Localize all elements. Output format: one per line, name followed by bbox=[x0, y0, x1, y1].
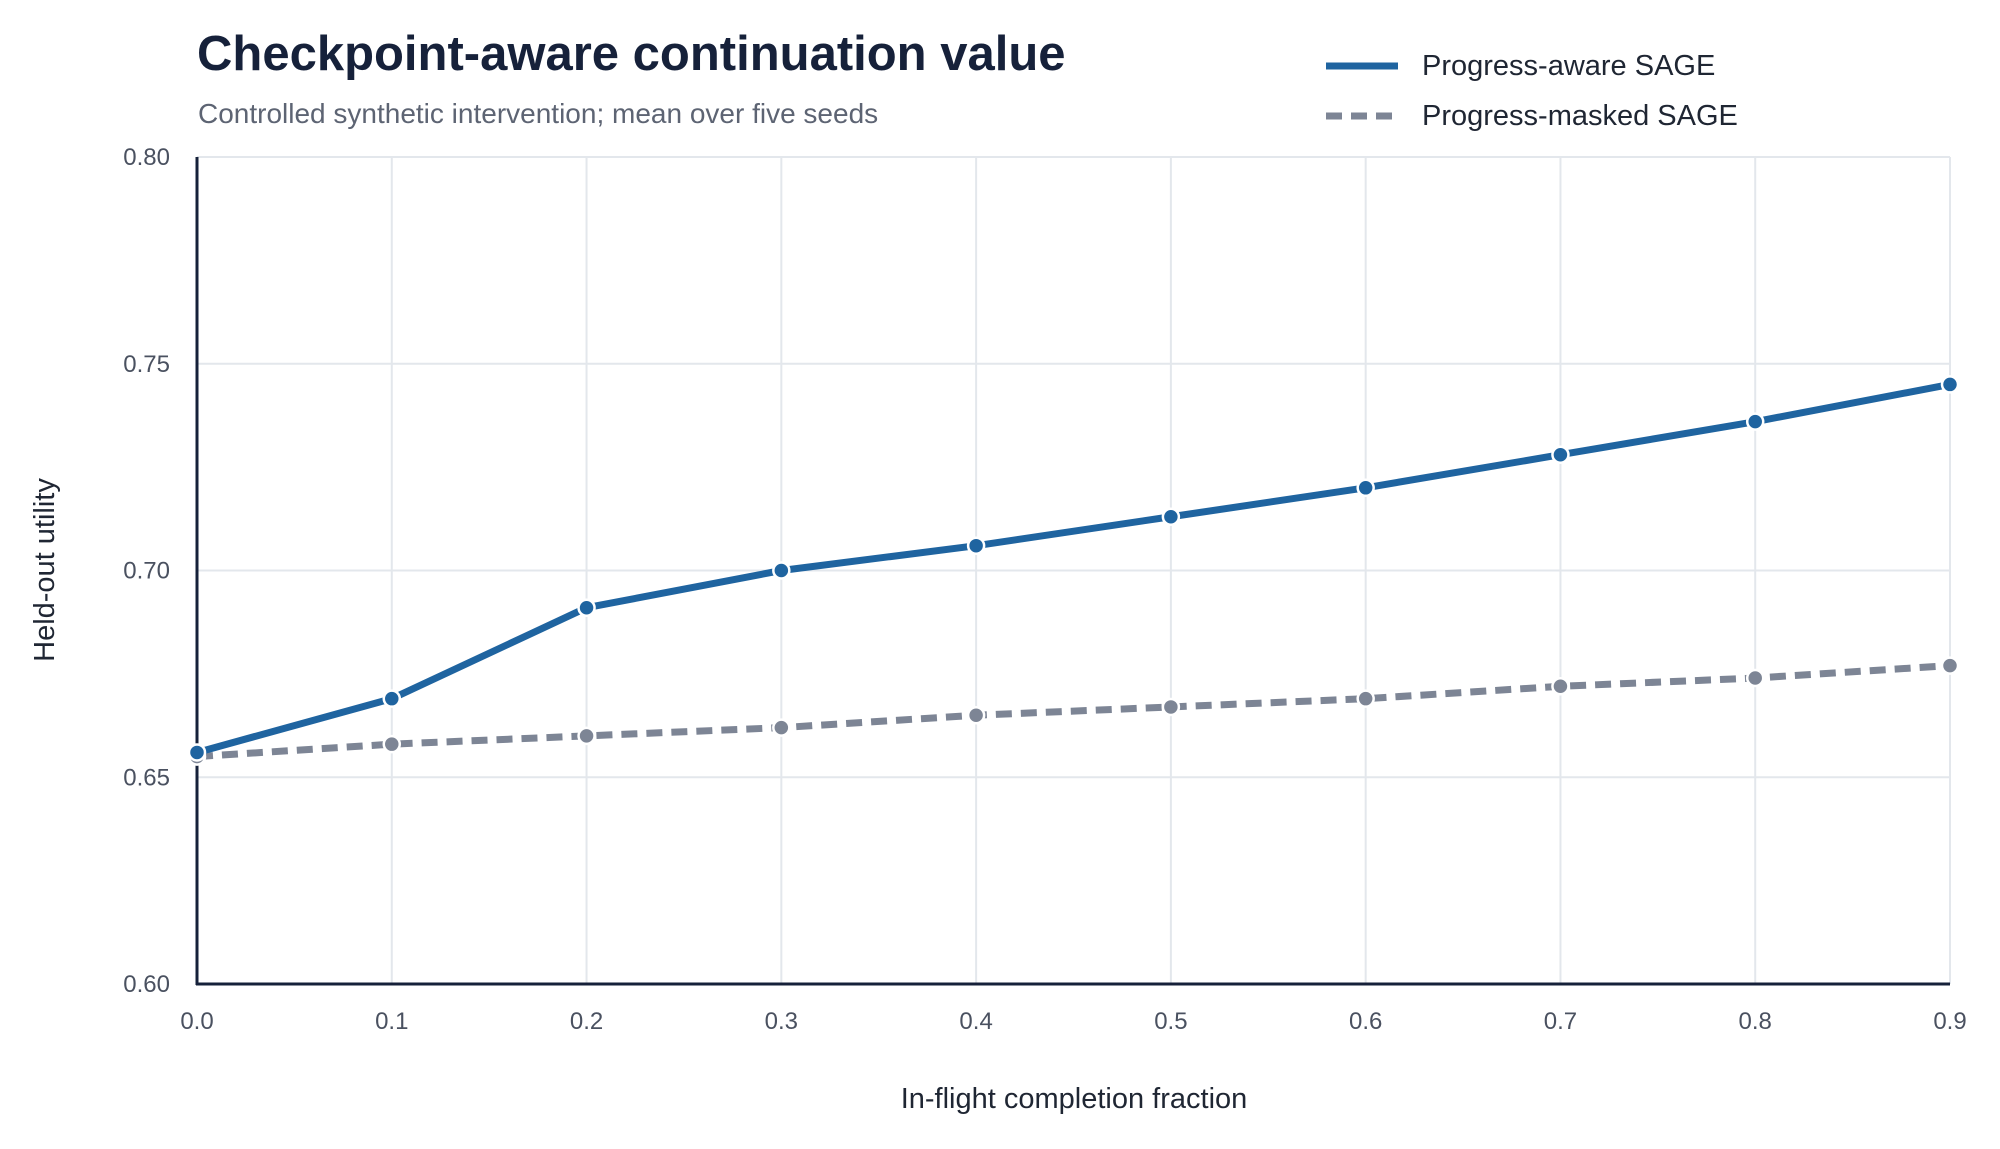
y-tick-label: 0.70 bbox=[123, 558, 170, 585]
data-point bbox=[1745, 668, 1765, 688]
legend-swatch-solid bbox=[1326, 62, 1398, 70]
x-tick-label: 0.6 bbox=[1349, 1008, 1382, 1035]
series-line bbox=[193, 380, 1954, 756]
x-tick-label: 0.7 bbox=[1544, 1008, 1577, 1035]
data-point bbox=[966, 536, 986, 555]
x-tick-label: 0.4 bbox=[959, 1008, 992, 1035]
series-line bbox=[196, 662, 1951, 761]
x-tick-label: 0.5 bbox=[1154, 1008, 1187, 1035]
tick-labels: 0.0 0.1 0.2 0.3 0.4 0.5 0.6 0.7 0.8 0.9 0.60 0.65 0.… bbox=[123, 144, 1966, 1035]
data-point bbox=[772, 561, 791, 580]
data-point bbox=[577, 598, 596, 617]
data-point bbox=[1745, 412, 1765, 431]
x-tick-label: 0.9 bbox=[1933, 1008, 1966, 1035]
series-progress-masked bbox=[187, 656, 1960, 766]
grid bbox=[197, 156, 1951, 984]
legend-label-progress-aware: Progress-aware SAGE bbox=[1422, 49, 1716, 82]
x-tick-label: 0.0 bbox=[180, 1008, 213, 1035]
legend-swatch-dashed bbox=[1326, 112, 1398, 120]
x-tick-label: 0.1 bbox=[375, 1008, 408, 1035]
legend-item-progress-aware: Progress-aware SAGE bbox=[1326, 46, 1715, 86]
data-point bbox=[1551, 677, 1570, 696]
data-point bbox=[577, 726, 596, 746]
y-tick-label: 0.80 bbox=[123, 144, 170, 171]
data-point bbox=[187, 743, 207, 762]
data-point bbox=[1356, 689, 1375, 708]
x-axis-title: In-flight completion fraction bbox=[901, 1083, 1248, 1115]
x-tick-label: 0.2 bbox=[570, 1008, 603, 1035]
data-point bbox=[382, 689, 402, 708]
data-point bbox=[1551, 445, 1570, 464]
y-tick-label: 0.65 bbox=[123, 764, 170, 791]
data-point bbox=[1356, 478, 1375, 498]
legend-item-progress-masked: Progress-masked SAGE bbox=[1326, 96, 1738, 136]
series-progress-aware bbox=[187, 375, 1960, 762]
axes bbox=[195, 157, 1950, 986]
y-tick-label: 0.75 bbox=[123, 351, 170, 378]
data-point bbox=[1161, 697, 1181, 717]
data-point bbox=[1940, 656, 1960, 675]
series-layer bbox=[187, 375, 1960, 766]
data-point bbox=[1161, 507, 1181, 526]
y-tick-label: 0.60 bbox=[123, 971, 170, 998]
x-tick-label: 0.3 bbox=[765, 1008, 798, 1035]
y-axis-title: Held-out utility bbox=[29, 478, 61, 662]
legend-label-progress-masked: Progress-masked SAGE bbox=[1422, 99, 1738, 132]
data-point bbox=[1940, 375, 1960, 394]
x-tick-label: 0.8 bbox=[1739, 1008, 1772, 1035]
data-point bbox=[772, 718, 791, 737]
data-point bbox=[966, 705, 986, 725]
data-point bbox=[382, 734, 402, 754]
chart-title: Checkpoint-aware continuation value bbox=[197, 27, 1066, 81]
chart-subtitle: Controlled synthetic intervention; mean … bbox=[198, 98, 879, 129]
